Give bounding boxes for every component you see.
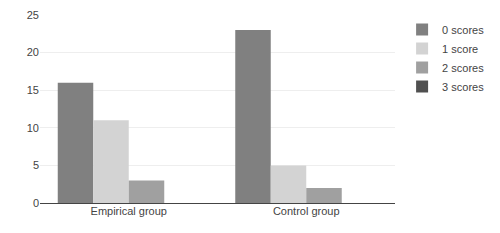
svg-text:0: 0 bbox=[33, 197, 39, 209]
svg-text:3 scores: 3 scores bbox=[442, 81, 484, 93]
svg-text:10: 10 bbox=[27, 122, 39, 134]
svg-text:15: 15 bbox=[27, 84, 39, 96]
svg-text:20: 20 bbox=[27, 46, 39, 58]
svg-text:Control group: Control group bbox=[273, 205, 340, 217]
svg-text:2 scores: 2 scores bbox=[442, 62, 484, 74]
svg-text:25: 25 bbox=[27, 9, 39, 21]
svg-text:Empirical group: Empirical group bbox=[91, 205, 167, 217]
svg-text:5: 5 bbox=[33, 159, 39, 171]
svg-text:1 score: 1 score bbox=[442, 43, 478, 55]
svg-text:0 scores: 0 scores bbox=[442, 24, 484, 36]
